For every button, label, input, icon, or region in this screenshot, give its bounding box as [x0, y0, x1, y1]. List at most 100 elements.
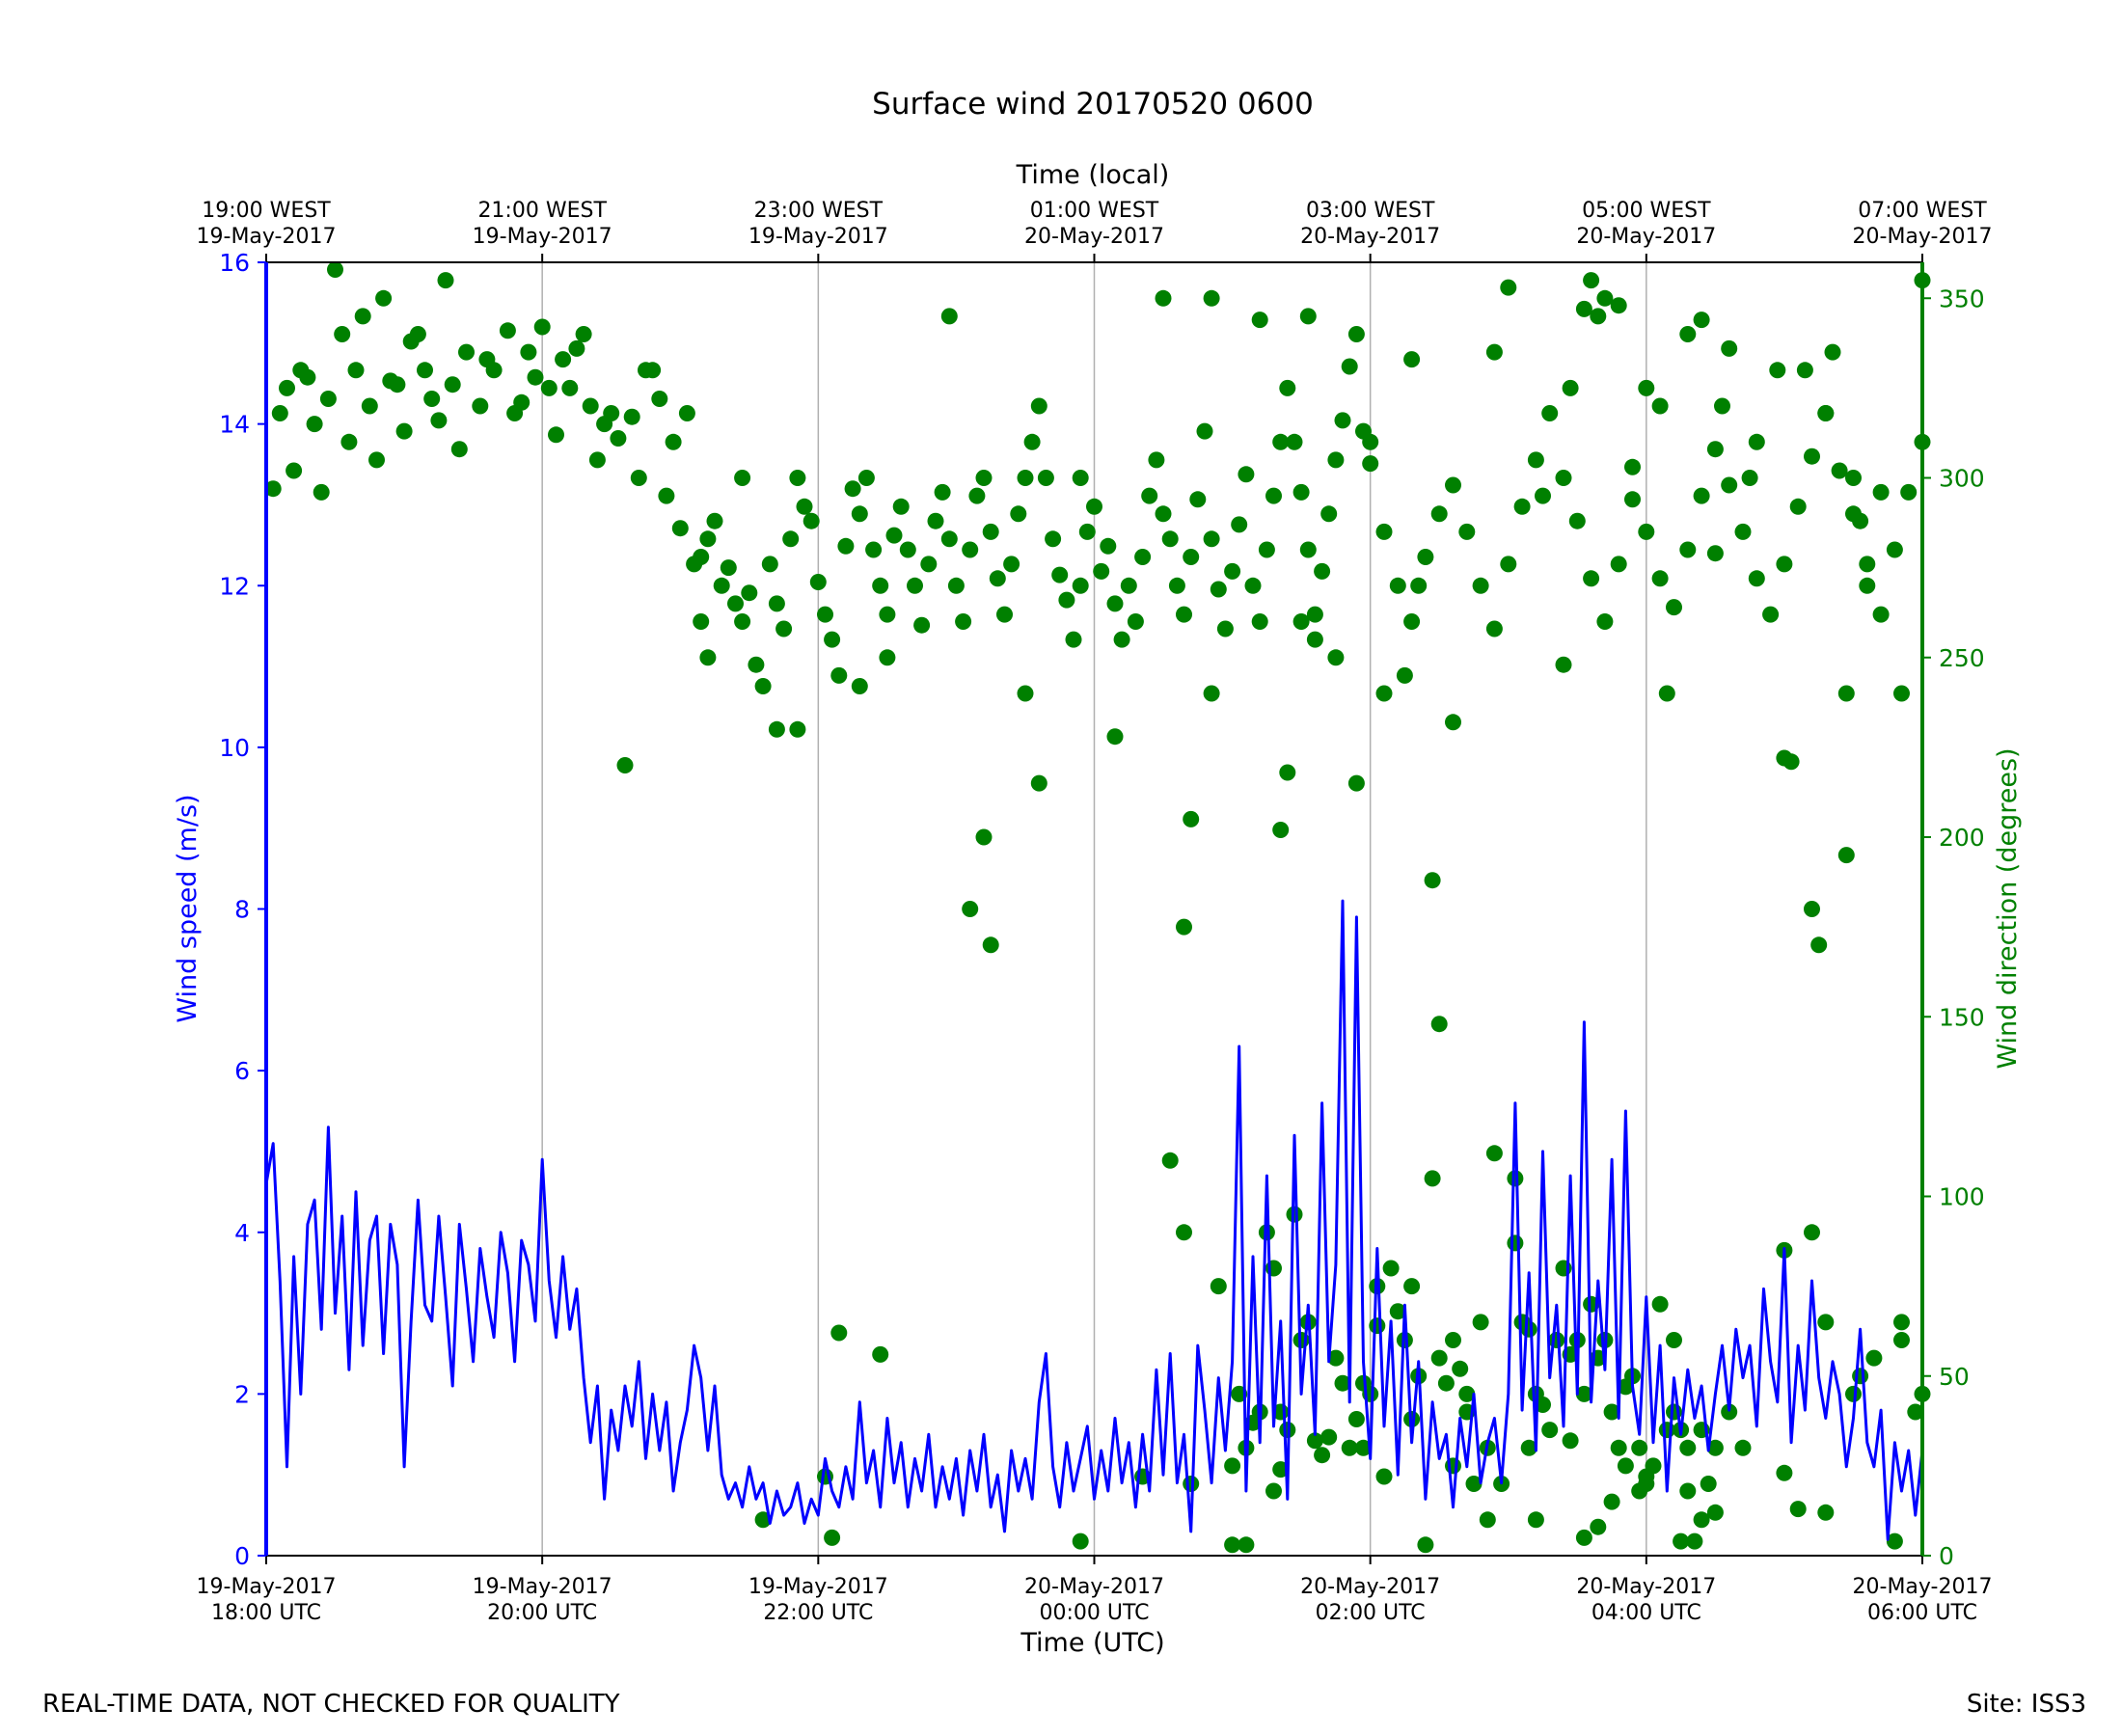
direction-point: [450, 441, 468, 458]
direction-point: [975, 470, 993, 486]
direction-point: [299, 368, 316, 386]
direction-point: [340, 433, 358, 450]
direction-point: [837, 537, 855, 555]
direction-point: [520, 343, 537, 361]
direction-point: [1837, 847, 1855, 864]
direction-point: [734, 470, 751, 486]
direction-point: [1465, 1476, 1483, 1492]
direction-point: [1299, 308, 1317, 325]
direction-point: [1603, 1403, 1620, 1421]
top-tick-label-date: 19-May-2017: [197, 225, 337, 249]
top-tick-label-time: 21:00 WEST: [477, 199, 607, 223]
direction-point: [313, 483, 330, 501]
direction-point: [1196, 422, 1213, 440]
direction-point: [1886, 1533, 1903, 1550]
direction-point: [1520, 1320, 1537, 1338]
direction-point: [409, 326, 426, 342]
direction-point: [830, 666, 848, 684]
top-tick-label-time: 23:00 WEST: [754, 199, 884, 223]
direction-point: [1148, 451, 1165, 469]
direction-point: [1610, 1439, 1627, 1456]
right-tick-label: 150: [1939, 1003, 1985, 1031]
direction-point: [885, 527, 903, 544]
direction-point: [1907, 1403, 1924, 1421]
direction-point: [1051, 566, 1069, 583]
direction-point: [1900, 483, 1918, 501]
direction-point: [962, 541, 979, 558]
direction-point: [1541, 1422, 1559, 1439]
direction-point: [1362, 433, 1379, 450]
direction-point: [1638, 523, 1655, 540]
bottom-tick-label-date: 19-May-2017: [473, 1575, 612, 1599]
direction-point: [1389, 1303, 1406, 1320]
direction-point: [1679, 326, 1697, 342]
direction-point: [872, 577, 889, 594]
direction-point: [1224, 1457, 1241, 1475]
direction-point: [1845, 470, 1862, 486]
top-tick-label-time: 19:00 WEST: [202, 199, 331, 223]
direction-point: [734, 613, 751, 630]
direction-point: [789, 720, 806, 738]
direction-point: [1610, 556, 1627, 573]
direction-point: [1017, 685, 1034, 702]
right-tick-label: 250: [1939, 644, 1985, 672]
direction-point: [1238, 1536, 1255, 1554]
direction-point: [1776, 556, 1793, 573]
direction-point: [1575, 1385, 1592, 1402]
direction-point: [899, 541, 916, 558]
direction-point: [1817, 1314, 1835, 1331]
direction-point: [1010, 505, 1027, 523]
direction-point: [1424, 1170, 1441, 1187]
direction-point: [417, 362, 433, 379]
direction-point: [1445, 714, 1461, 731]
direction-point: [1617, 1378, 1634, 1396]
direction-point: [548, 426, 564, 444]
direction-point: [851, 505, 868, 523]
direction-point: [968, 487, 986, 504]
direction-point: [1375, 1468, 1393, 1485]
direction-point: [1859, 556, 1876, 573]
direction-point: [1314, 1447, 1331, 1464]
direction-point: [1265, 1482, 1282, 1500]
direction-point: [1507, 1234, 1524, 1252]
direction-point: [1086, 498, 1102, 515]
direction-point: [1251, 613, 1268, 630]
direction-point: [1355, 1439, 1372, 1456]
direction-point: [264, 480, 282, 498]
direction-point: [693, 613, 710, 630]
direction-point: [1452, 1360, 1469, 1377]
direction-point: [1161, 1152, 1179, 1169]
direction-point: [1430, 1349, 1448, 1367]
direction-point: [1203, 289, 1220, 307]
direction-point: [354, 308, 371, 325]
top-axis-label: Time (local): [1016, 160, 1170, 190]
direction-point: [1706, 1504, 1724, 1521]
direction-point: [1748, 570, 1765, 587]
direction-point: [319, 391, 337, 407]
direction-point: [1176, 918, 1192, 936]
direction-point: [568, 339, 585, 357]
direction-point: [1500, 279, 1517, 296]
direction-point: [616, 757, 634, 773]
direction-point: [1437, 1374, 1455, 1392]
direction-point: [962, 901, 979, 917]
direction-point: [1824, 343, 1841, 361]
direction-point: [1837, 685, 1855, 702]
direction-point: [1631, 1482, 1648, 1500]
direction-point: [603, 405, 620, 421]
direction-point: [1548, 1332, 1565, 1348]
left-tick-label: 16: [219, 249, 250, 277]
direction-point: [458, 343, 475, 361]
left-tick-label: 8: [234, 896, 250, 924]
direction-point: [1714, 397, 1730, 415]
direction-point: [1417, 1536, 1434, 1554]
right-tick-label: 300: [1939, 465, 1985, 493]
direction-point: [761, 556, 778, 573]
direction-point: [1700, 1476, 1717, 1492]
direction-point: [851, 678, 868, 694]
direction-point: [1568, 512, 1586, 529]
direction-point: [1341, 358, 1358, 375]
direction-point: [1023, 433, 1041, 450]
direction-point: [327, 261, 343, 278]
